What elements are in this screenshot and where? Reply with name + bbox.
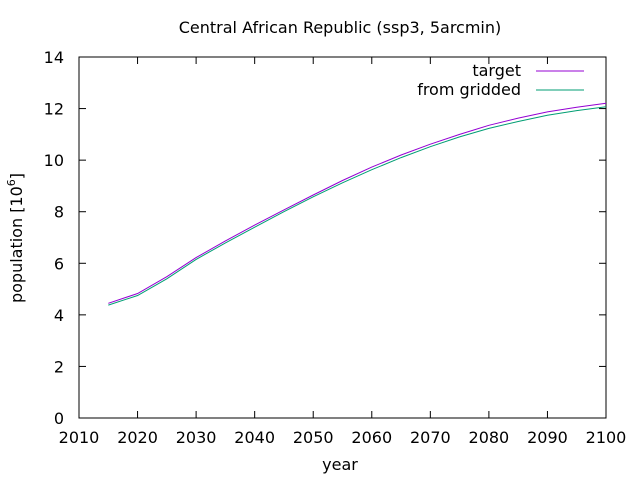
x-tick-label: 2030 [176, 428, 217, 447]
y-tick-label: 2 [54, 357, 64, 376]
y-tick-label: 0 [54, 409, 64, 428]
series-line-from-gridded [108, 106, 607, 306]
x-tick-label: 2070 [410, 428, 451, 447]
series-lines [108, 102, 607, 306]
x-tick-label: 2040 [234, 428, 275, 447]
legend: target from gridded [417, 61, 584, 99]
legend-label-target: target [472, 61, 521, 80]
x-tick-label: 2020 [117, 428, 158, 447]
y-tick-label: 6 [54, 254, 64, 273]
y-tick-label: 8 [54, 203, 64, 222]
y-axis-label-close: ] [7, 173, 26, 179]
legend-label-from-gridded: from gridded [417, 80, 521, 99]
x-tick-label: 2080 [469, 428, 510, 447]
y-tick-label: 10 [44, 151, 64, 170]
plot-frame [78, 56, 607, 419]
y-axis-label-main: population [10 [7, 186, 26, 303]
chart-title: Central African Republic (ssp3, 5arcmin) [179, 18, 502, 37]
y-axis-label: population [106] [5, 173, 26, 303]
x-tick-label: 2050 [293, 428, 334, 447]
x-tick-label: 2100 [586, 428, 627, 447]
y-tick-label: 14 [44, 48, 64, 67]
axis-ticks: 2010 2020 2030 2040 2050 2060 2070 2080 2090 2100… [44, 48, 627, 447]
x-tick-label: 2090 [527, 428, 568, 447]
series-line-target [108, 102, 607, 304]
x-axis-label: year [322, 455, 358, 474]
x-tick-label: 2060 [351, 428, 392, 447]
y-tick-label: 4 [54, 306, 64, 325]
x-tick-label: 2010 [59, 428, 100, 447]
y-axis-label-superscript: 6 [5, 179, 18, 186]
y-tick-label: 12 [44, 100, 64, 119]
